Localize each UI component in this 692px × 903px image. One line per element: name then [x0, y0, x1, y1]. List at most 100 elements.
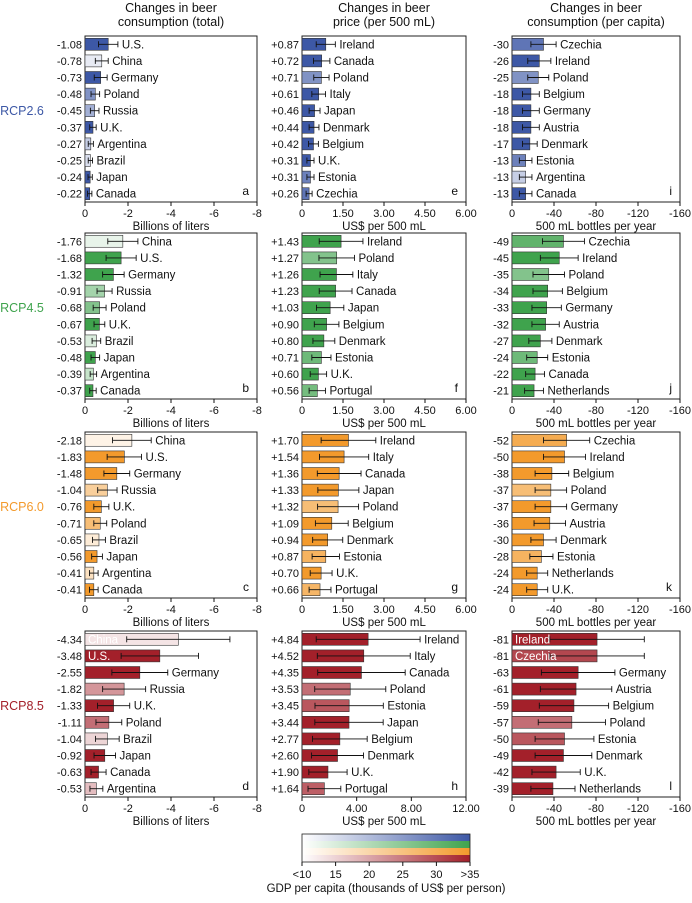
- panel-d: -4.34 China -3.48 U.S. -2.55 Germany -1.82 Russ…: [57, 630, 262, 828]
- x-tick-label: -2: [123, 803, 133, 815]
- value-label: -0.78: [57, 56, 82, 68]
- x-tick-label: -6: [209, 803, 219, 815]
- panel-c: -2.18 China -1.83 U.S. -1.48 Germany -1.04 Russ…: [57, 431, 262, 629]
- category-label: Russia: [150, 684, 186, 696]
- value-label: -13: [493, 156, 509, 168]
- category-label: Denmark: [541, 139, 588, 151]
- scenario-label: RCP8.5: [0, 699, 44, 713]
- category-label: Denmark: [556, 336, 603, 348]
- value-label: +1.23: [271, 286, 299, 298]
- x-tick-label: 6.00: [455, 208, 476, 220]
- value-label: -57: [493, 717, 509, 729]
- x-tick-label: 0: [299, 604, 305, 616]
- x-axis-title: 500 mL bottles per year: [536, 418, 657, 430]
- category-label: Russia: [116, 286, 152, 298]
- value-label: -2.55: [57, 668, 82, 680]
- category-label: U.K.: [351, 767, 373, 779]
- x-tick-label: -2: [123, 604, 133, 616]
- category-label: Czechia: [515, 651, 557, 663]
- x-tick-label: 1.50: [332, 604, 353, 616]
- value-label: -0.45: [57, 106, 82, 118]
- category-label: Netherlands: [579, 784, 641, 796]
- panel-letter: e: [451, 184, 458, 198]
- x-tick-label: -120: [627, 604, 649, 616]
- x-tick-label: 3.00: [373, 208, 394, 220]
- category-label: Czechia: [316, 189, 358, 201]
- x-axis-title: 500 mL bottles per year: [536, 221, 657, 233]
- value-label: +1.36: [271, 469, 299, 481]
- category-label: Ireland: [555, 56, 590, 68]
- value-label: +1.26: [271, 270, 299, 282]
- value-label: +0.66: [271, 585, 299, 597]
- category-label: Poland: [104, 89, 140, 101]
- column-header-line: Changes in beer: [338, 1, 430, 15]
- value-label: -0.48: [57, 353, 82, 365]
- value-label: -0.71: [57, 518, 82, 530]
- value-label: -1.76: [57, 236, 82, 248]
- x-tick-label: 0: [82, 405, 88, 417]
- x-tick-label: -120: [627, 803, 649, 815]
- x-tick-label: 4.50: [414, 604, 435, 616]
- value-label: -39: [493, 784, 509, 796]
- category-label: Canada: [409, 668, 450, 680]
- value-label: -0.68: [57, 303, 82, 315]
- value-label: +0.42: [271, 139, 299, 151]
- category-label: Poland: [333, 73, 369, 85]
- category-label: China: [88, 634, 119, 646]
- category-label: Brazil: [97, 156, 126, 168]
- category-label: Italy: [357, 270, 378, 282]
- value-label: -1.11: [58, 717, 82, 729]
- category-label: Canada: [365, 469, 406, 481]
- value-label: +3.44: [271, 717, 299, 729]
- value-label: +1.27: [271, 253, 299, 265]
- colorbar-tick-label: 30: [430, 869, 442, 881]
- panel-j: -49 Czechia -45 Ireland -35 Poland -34 Belgium -…: [493, 232, 691, 430]
- column-header-line: Changes in beer: [125, 1, 217, 15]
- value-label: -18: [493, 89, 509, 101]
- category-label: Canada: [100, 386, 141, 398]
- value-label: +2.60: [271, 751, 299, 763]
- category-label: Canada: [110, 767, 151, 779]
- x-tick-label: 0: [509, 405, 515, 417]
- value-label: -30: [493, 535, 509, 547]
- category-label: Austria: [616, 684, 652, 696]
- x-axis-title: US$ per 500 mL: [342, 816, 426, 828]
- x-tick-label: 12.00: [452, 803, 480, 815]
- category-label: U.K.: [336, 568, 358, 580]
- category-label: U.K.: [331, 369, 353, 381]
- x-tick-label: 3.00: [373, 604, 394, 616]
- value-label: +1.32: [271, 502, 299, 514]
- panel-f: +1.43 Ireland +1.27 Poland +1.26 Italy +1.23 Ca…: [271, 232, 477, 430]
- x-tick-label: -2: [123, 405, 133, 417]
- category-label: Japan: [348, 303, 379, 315]
- value-label: -1.08: [57, 39, 82, 51]
- category-label: U.S.: [140, 253, 162, 265]
- category-label: Germany: [172, 668, 220, 680]
- category-label: Denmark: [347, 535, 394, 547]
- value-label: +1.90: [271, 767, 299, 779]
- x-tick-label: 4.50: [414, 208, 435, 220]
- category-label: Austria: [570, 518, 606, 530]
- category-label: Poland: [126, 717, 162, 729]
- x-tick-label: -40: [546, 208, 562, 220]
- value-label: -3.48: [57, 651, 82, 663]
- x-tick-label: 4.50: [414, 405, 435, 417]
- category-label: U.K.: [134, 701, 156, 713]
- value-label: -0.25: [57, 156, 82, 168]
- category-label: Estonia: [536, 156, 575, 168]
- panel-letter: i: [669, 184, 672, 198]
- value-label: -61: [493, 684, 509, 696]
- x-axis-title: 500 mL bottles per year: [536, 816, 657, 828]
- value-label: -52: [493, 435, 509, 447]
- colorbar-tick-label: 20: [363, 869, 375, 881]
- x-axis-title: Billions of liters: [133, 816, 210, 828]
- panel-g: +1.70 Ireland +1.54 Italy +1.36 Canada +1.33 Ja…: [271, 431, 477, 629]
- value-label: +0.26: [271, 189, 299, 201]
- category-label: Ireland: [367, 236, 402, 248]
- value-label: +0.61: [271, 89, 299, 101]
- category-label: Belgium: [352, 518, 394, 530]
- category-label: Canada: [96, 189, 137, 201]
- category-label: Argentina: [101, 369, 151, 381]
- colorbar-tick-label: >35: [461, 869, 480, 881]
